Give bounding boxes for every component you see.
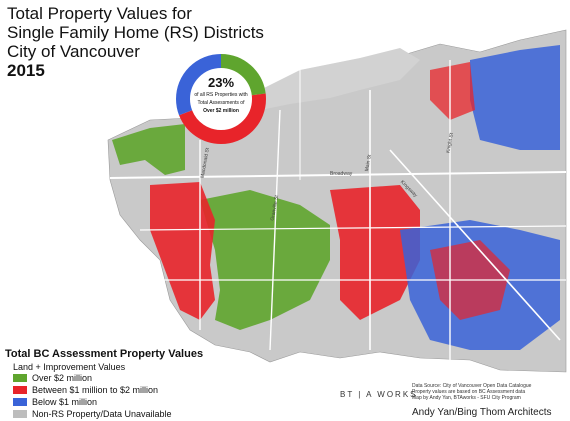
legend-swatch-red (13, 386, 27, 394)
legend-subtitle: Land + Improvement Values (13, 362, 126, 372)
credit-line-3: Map by Andy Yan, BTAworks - SFU City Pro… (412, 395, 521, 401)
donut-background (183, 61, 259, 137)
title-line-2: Single Family Home (RS) Districts (7, 23, 264, 42)
red-northeast-zone (430, 62, 475, 120)
donut-percent: 23% (207, 75, 235, 90)
legend-item: Non-RS Property/Data Unavailable (13, 408, 203, 420)
donut-slice-2 (176, 54, 266, 144)
donut-chart (176, 54, 266, 144)
credit-line-2: Property values are based on BC Assessme… (412, 389, 526, 395)
donut-caption-bold: Over $2 million (203, 108, 239, 114)
donut-caption-2: Total Assessments of (197, 100, 245, 106)
green-southwest-zone (200, 190, 330, 330)
legend-item: Below $1 million (13, 396, 203, 408)
legend-swatch-blue (13, 398, 27, 406)
street-label-broadway: Broadway (330, 171, 353, 177)
credit-line-1: Data Source: City of Vancouver Open Data… (412, 383, 532, 389)
downtown-area (240, 48, 420, 112)
title-line-1: Total Property Values for (7, 4, 192, 23)
legend-item: Between $1 million to $2 million (13, 384, 203, 396)
red-central-zone (330, 185, 420, 320)
donut-label: 23% of all RS Properties with Total Asse… (176, 75, 266, 115)
green-west-zone (112, 124, 185, 175)
legend-swatch-grey (13, 410, 27, 418)
donut-caption-1: of all RS Properties with (194, 92, 248, 98)
legend-swatch-green (13, 374, 27, 382)
legend-label: Non-RS Property/Data Unavailable (32, 409, 172, 419)
title-line-3: City of Vancouver (7, 42, 140, 61)
donut-slice-1 (176, 54, 266, 144)
btaworks-logo: BT | A WORKS (340, 390, 418, 399)
legend-item: Over $2 million (13, 372, 203, 384)
legend-label: Over $2 million (32, 373, 93, 383)
data-credits: Data Source: City of Vancouver Open Data… (412, 383, 567, 401)
blue-northeast-zone (470, 45, 560, 150)
legend-title: Total BC Assessment Property Values (5, 348, 204, 360)
legend-label: Between $1 million to $2 million (32, 385, 159, 395)
legend: Total BC Assessment Property Values Land… (5, 348, 203, 420)
road-network (109, 60, 567, 360)
legend-label: Below $1 million (32, 397, 98, 407)
title-year: 2015 (7, 61, 45, 80)
red-west-zone (150, 182, 215, 320)
author-credit: Andy Yan/Bing Thom Architects (412, 407, 552, 418)
map-title: Total Property Values for Single Family … (7, 4, 264, 80)
